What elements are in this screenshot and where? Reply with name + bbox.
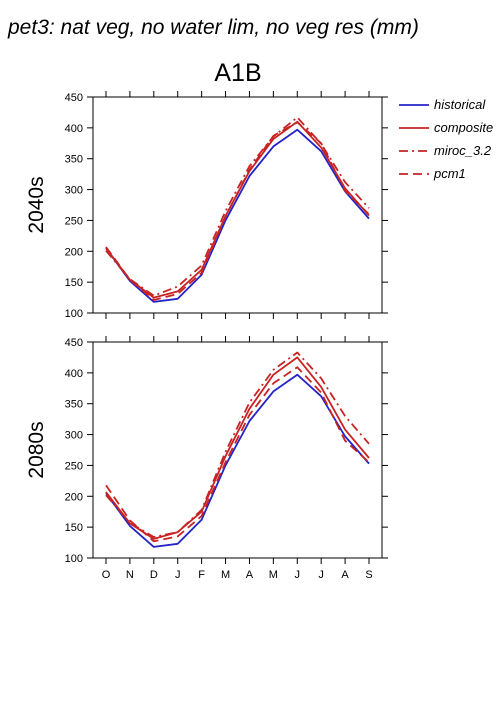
y-tick-label: 300 <box>65 430 83 442</box>
x-tick-label: J <box>295 569 301 581</box>
chart-panel-2080s: 100 150 200 250 300 350 400 450 O N D J F M A M J J A S 2080… <box>25 336 388 581</box>
legend-item-miroc_3.2: miroc_3.2 <box>399 143 492 158</box>
chart-legend: historical composite miroc_3.2 pcm1 <box>399 97 493 181</box>
x-tick-label: A <box>246 569 254 581</box>
legend-label: composite <box>434 120 493 135</box>
y-tick-label: 250 <box>65 215 83 227</box>
legend-label: historical <box>434 97 486 112</box>
series-line-historical <box>105 373 370 548</box>
x-tick-label: N <box>126 569 134 581</box>
figure-title: pet3: nat veg, no water lim, no veg res … <box>7 16 419 39</box>
y-tick-label: 150 <box>65 277 83 289</box>
y-tick-label: 150 <box>65 522 83 534</box>
series-line-historical <box>105 128 370 303</box>
legend-item-pcm1: pcm1 <box>399 166 466 181</box>
legend-label: pcm1 <box>433 166 466 181</box>
x-tick-label: A <box>341 569 349 581</box>
series-line-composite <box>105 120 370 299</box>
x-tick-label: F <box>198 569 205 581</box>
chart-panels: 100 150 200 250 300 350 400 450 2040s 100 150 200 25… <box>25 91 388 581</box>
x-tick-label: J <box>318 569 324 581</box>
legend-item-composite: composite <box>399 120 493 135</box>
y-tick-label: 350 <box>65 399 83 411</box>
x-tick-label: M <box>221 569 230 581</box>
y-tick-label: 200 <box>65 491 83 503</box>
y-tick-label: 200 <box>65 246 83 258</box>
y-tick-label: 450 <box>65 92 83 104</box>
y-tick-label: 350 <box>65 154 83 166</box>
y-tick-label: 400 <box>65 123 83 135</box>
y-tick-label: 450 <box>65 337 83 349</box>
y-tick-label: 250 <box>65 460 83 472</box>
x-tick-label: S <box>365 569 372 581</box>
legend-label: miroc_3.2 <box>434 143 492 158</box>
x-tick-label: O <box>102 569 111 581</box>
y-tick-label: 100 <box>65 308 83 320</box>
chart-panel-2040s: 100 150 200 250 300 350 400 450 2040s <box>25 91 388 320</box>
y-axis-label: 2040s <box>25 176 48 233</box>
series-line-miroc_3.2 <box>105 351 370 538</box>
scenario-title: A1B <box>214 59 261 87</box>
series-line-pcm1 <box>105 121 370 301</box>
x-tick-label: M <box>269 569 278 581</box>
legend-item-historical: historical <box>399 97 486 112</box>
plot-frame <box>92 341 383 559</box>
y-tick-label: 400 <box>65 368 83 380</box>
series-line-miroc_3.2 <box>105 116 370 297</box>
y-axis-label: 2080s <box>25 421 48 478</box>
x-tick-label: J <box>175 569 181 581</box>
series-line-pcm1 <box>105 366 370 543</box>
plot-frame <box>92 96 383 314</box>
series-line-composite <box>105 356 370 540</box>
y-tick-label: 300 <box>65 185 83 197</box>
x-tick-label: D <box>150 569 158 581</box>
y-tick-label: 100 <box>65 553 83 565</box>
